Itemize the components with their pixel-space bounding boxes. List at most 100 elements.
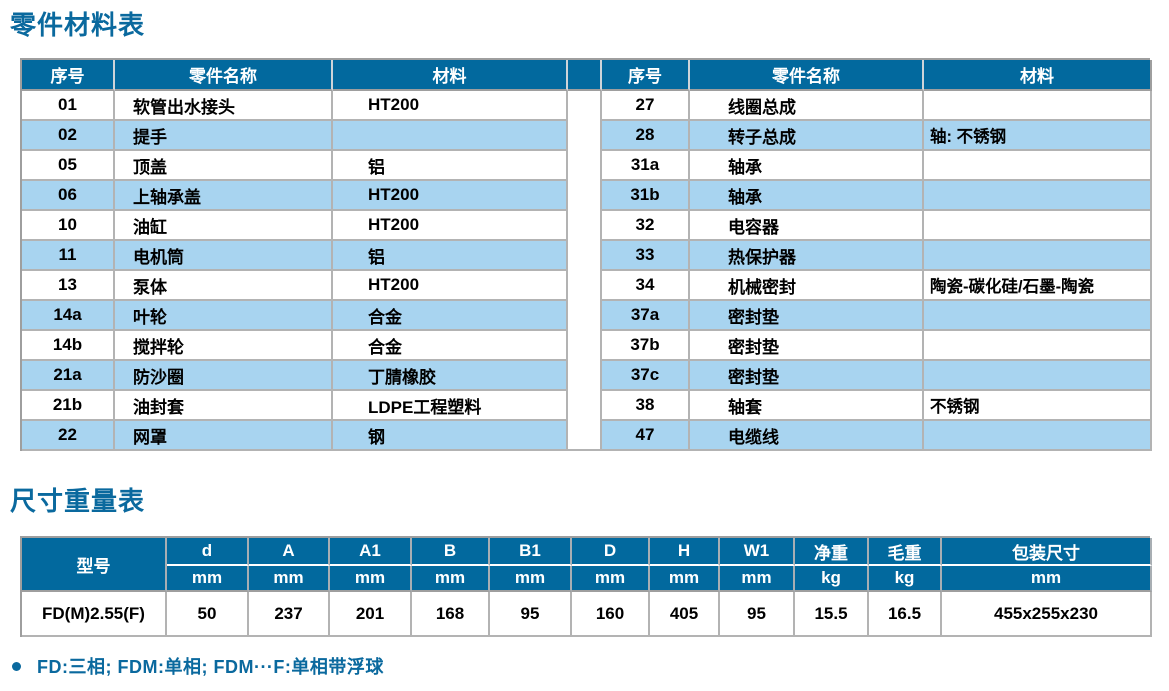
parts-material-table-title: 零件材料表 [10,10,146,40]
dim-label-header: 毛重 [869,538,942,566]
table-gap-spacer [568,91,602,451]
right-part-material-cell: 轴: 不锈钢 [924,121,1152,151]
dim-unit-header: mm [720,566,795,592]
right-part-no-cell: 34 [602,271,690,301]
left-part-no-cell: 05 [22,151,115,181]
left-part-name-cell: 电机筒 [115,241,333,271]
left-part-no-cell: 21a [22,361,115,391]
dim-unit-header: mm [942,566,1152,592]
right-part-material-cell [924,91,1152,121]
left-part-material-cell: 铝 [333,151,568,181]
right-part-no-cell: 31a [602,151,690,181]
left-part-material-cell: 合金 [333,301,568,331]
dim-label-header: D [572,538,650,566]
dim-value-cell: 95 [720,592,795,637]
dim-unit-header: mm [650,566,720,592]
right-part-material-cell [924,421,1152,451]
dim-value-cell: 168 [412,592,490,637]
right-part-material-cell [924,211,1152,241]
right-part-no-cell: 37c [602,361,690,391]
dim-label-header: B [412,538,490,566]
bullet-icon [12,661,21,671]
right-part-no-cell: 28 [602,121,690,151]
left-part-no-cell: 10 [22,211,115,241]
right-part-material-cell [924,361,1152,391]
left-part-material-cell: 合金 [333,331,568,361]
left-part-no-cell: 01 [22,91,115,121]
left-part-name-cell: 防沙圈 [115,361,333,391]
right-part-material-cell [924,151,1152,181]
model-column-header: 型号 [22,538,167,592]
parts-material-table: 序号 零件名称 材料 序号 零件名称 材料 01 软管出水接头 HT200 02 提手 0… [20,58,1152,451]
dim-label-header: H [650,538,720,566]
left-part-no-cell: 11 [22,241,115,271]
dim-label-header: d [167,538,249,566]
dims-weight-table-title: 尺寸重量表 [10,486,146,516]
model-value-cell: FD(M)2.55(F) [22,592,167,637]
right-part-name-cell: 密封垫 [690,301,924,331]
left-part-name-cell: 提手 [115,121,333,151]
dim-unit-header: mm [412,566,490,592]
left-part-no-cell: 14b [22,331,115,361]
dim-label-header: A [249,538,330,566]
footnote: FD:三相; FDM:单相; FDM···F:单相带浮球 [12,653,1150,679]
left-part-no-cell: 02 [22,121,115,151]
right-part-name-cell: 电容器 [690,211,924,241]
right-part-material-cell [924,301,1152,331]
dim-unit-header: mm [167,566,249,592]
right-col-header-material: 材料 [924,60,1152,91]
dim-value-cell: 15.5 [795,592,869,637]
right-part-name-cell: 热保护器 [690,241,924,271]
dim-value-cell: 455x255x230 [942,592,1152,637]
right-part-no-cell: 31b [602,181,690,211]
right-part-no-cell: 33 [602,241,690,271]
right-part-no-cell: 37a [602,301,690,331]
left-part-no-cell: 06 [22,181,115,211]
left-part-name-cell: 软管出水接头 [115,91,333,121]
right-part-name-cell: 线圈总成 [690,91,924,121]
left-part-no-cell: 14a [22,301,115,331]
left-part-material-cell [333,121,568,151]
dim-unit-header: mm [330,566,412,592]
left-part-name-cell: 叶轮 [115,301,333,331]
dim-value-cell: 50 [167,592,249,637]
left-part-name-cell: 油缸 [115,211,333,241]
right-part-name-cell: 电缆线 [690,421,924,451]
dim-value-cell: 201 [330,592,412,637]
right-col-header-no: 序号 [602,60,690,91]
left-part-material-cell: 丁腈橡胶 [333,361,568,391]
right-part-name-cell: 轴承 [690,151,924,181]
dim-unit-header: mm [490,566,572,592]
left-part-name-cell: 搅拌轮 [115,331,333,361]
dim-value-cell: 160 [572,592,650,637]
dim-value-cell: 16.5 [869,592,942,637]
right-part-name-cell: 机械密封 [690,271,924,301]
right-part-name-cell: 密封垫 [690,361,924,391]
right-part-material-cell [924,331,1152,361]
dim-unit-header: mm [249,566,330,592]
right-part-material-cell [924,181,1152,211]
dim-label-header: A1 [330,538,412,566]
right-part-name-cell: 轴套 [690,391,924,421]
right-part-no-cell: 27 [602,91,690,121]
dim-value-cell: 237 [249,592,330,637]
right-part-material-cell: 不锈钢 [924,391,1152,421]
left-part-name-cell: 油封套 [115,391,333,421]
right-col-header-name: 零件名称 [690,60,924,91]
left-part-material-cell: HT200 [333,91,568,121]
left-part-material-cell: HT200 [333,271,568,301]
left-col-header-material: 材料 [333,60,568,91]
left-part-no-cell: 21b [22,391,115,421]
right-part-no-cell: 38 [602,391,690,421]
right-part-name-cell: 轴承 [690,181,924,211]
left-part-no-cell: 13 [22,271,115,301]
dim-value-cell: 405 [650,592,720,637]
right-part-name-cell: 密封垫 [690,331,924,361]
left-part-material-cell: HT200 [333,211,568,241]
dim-unit-header: mm [572,566,650,592]
left-part-no-cell: 22 [22,421,115,451]
right-part-material-cell [924,241,1152,271]
footnote-text: FD:三相; FDM:单相; FDM···F:单相带浮球 [37,657,384,677]
